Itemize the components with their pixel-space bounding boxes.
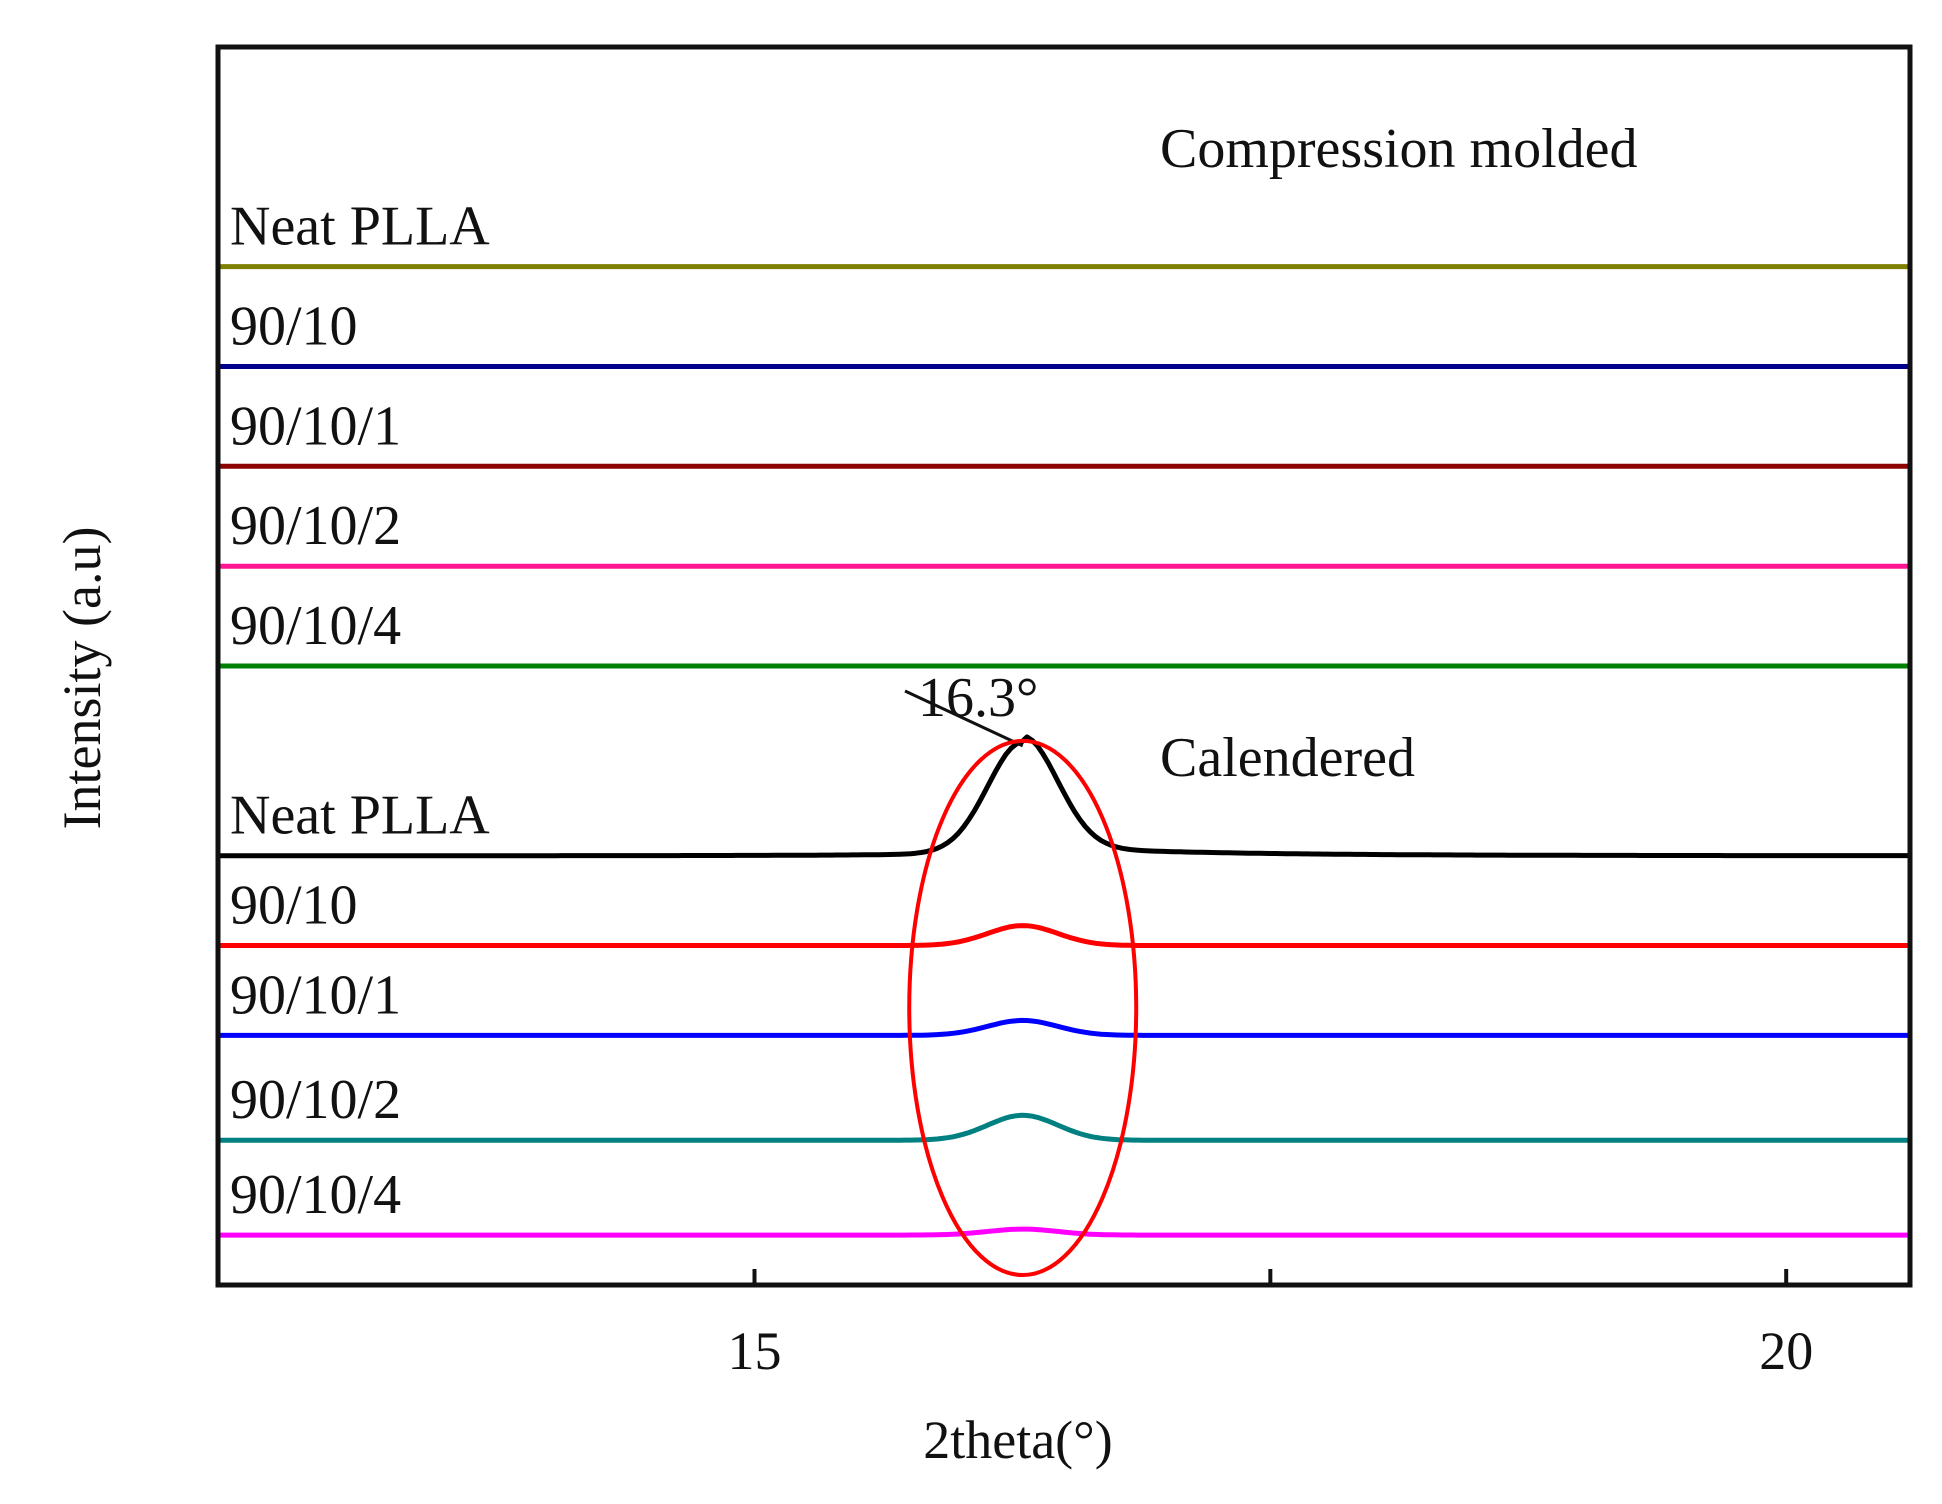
series-line-calendered-90-10 [218, 923, 1910, 948]
series-line-calendered-90-10-4 [218, 1226, 1910, 1238]
series-label-calendered-90-10-2: 90/10/2 [230, 1069, 401, 1131]
series-label-compression-molded-neat-plla: Neat PLLA [230, 196, 490, 258]
series-label-calendered-neat-plla: Neat PLLA [230, 785, 490, 847]
peak-annotation-leader [904, 689, 1024, 748]
group-label-compression-molded: Compression molded [1160, 118, 1638, 180]
y-axis-label: Intensity (a.u) [52, 527, 112, 830]
series-label-compression-molded-90-10-2: 90/10/2 [230, 495, 401, 557]
plot-frame [215, 44, 1913, 1288]
peak-highlight-ellipse [907, 738, 1139, 1278]
series-label-compression-molded-90-10: 90/10 [230, 295, 358, 357]
series-line-calendered-neat-plla [218, 734, 1910, 859]
series-label-compression-molded-90-10-1: 90/10/1 [230, 395, 401, 457]
series-label-compression-molded-90-10-4: 90/10/4 [230, 595, 401, 657]
series-label-calendered-90-10-1: 90/10/1 [230, 964, 401, 1026]
group-label-calendered: Calendered [1160, 727, 1415, 789]
peak-annotation-label: 16.3° [918, 667, 1038, 729]
series-label-calendered-90-10-4: 90/10/4 [230, 1164, 401, 1226]
x-axis-label: 2theta(°) [923, 1410, 1113, 1470]
series-line-calendered-90-10-1 [218, 1017, 1910, 1038]
series-label-calendered-90-10: 90/10 [230, 875, 358, 937]
plot-area: 15 20 Neat PLLA 90/10 90/10/1 90/10/2 90/10/4 N… [218, 118, 1910, 1381]
x-tick-label-15: 15 [727, 1321, 781, 1381]
series-line-calendered-90-10-2 [218, 1112, 1910, 1143]
x-tick-label-20: 20 [1759, 1321, 1813, 1381]
